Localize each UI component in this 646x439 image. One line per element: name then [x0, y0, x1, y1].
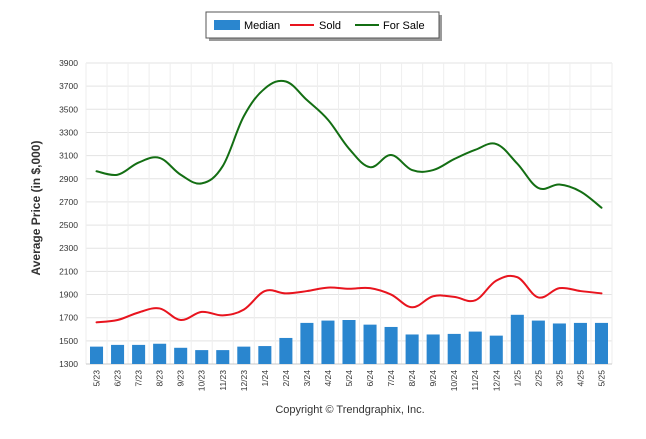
x-tick-label: 12/24	[491, 370, 501, 392]
median-bar	[594, 322, 609, 364]
median-bar	[321, 320, 335, 364]
x-tick-label: 1/25	[512, 370, 522, 387]
x-tick-label: 8/24	[407, 370, 417, 387]
x-tick-label: 4/24	[323, 370, 333, 387]
x-tick-label: 2/25	[533, 370, 543, 387]
x-tick-label: 12/23	[239, 370, 249, 392]
median-bar	[363, 324, 377, 364]
y-tick-label: 2900	[59, 174, 78, 184]
price-lines	[95, 79, 603, 324]
x-tick-label: 8/23	[155, 370, 165, 387]
legend-label-median: Median	[244, 20, 280, 32]
y-tick-label: 2700	[59, 197, 78, 207]
median-bar	[258, 346, 272, 364]
y-axis-label: Average Price (in $,000)	[29, 141, 43, 276]
x-tick-label: 1/24	[260, 370, 270, 387]
y-tick-label: 3700	[59, 81, 78, 91]
x-tick-label: 6/23	[113, 370, 123, 387]
series-line-sold	[95, 274, 603, 324]
y-tick-label: 2300	[59, 243, 78, 253]
x-tick-label: 9/23	[176, 370, 186, 387]
x-tick-label: 2/24	[281, 370, 291, 387]
median-bar	[447, 333, 461, 364]
x-tick-label: 10/24	[449, 370, 459, 392]
y-tick-label: 2500	[59, 220, 78, 230]
median-bar	[111, 344, 125, 364]
legend-item-median: Median	[214, 20, 280, 32]
x-tick-label: 4/25	[575, 370, 585, 387]
median-bars	[89, 314, 609, 364]
y-tick-label: 2100	[59, 266, 78, 276]
median-bar	[153, 343, 167, 364]
grid	[85, 62, 613, 365]
x-tick-label: 9/24	[428, 370, 438, 387]
x-tick-labels: 5/23 6/23 7/23 8/23 9/23 10/23 11/23 12/23 1/24 2…	[92, 370, 607, 392]
median-bar	[342, 320, 356, 364]
y-tick-label: 3100	[59, 151, 78, 161]
median-bar	[89, 346, 104, 364]
x-tick-label: 11/24	[470, 370, 480, 391]
median-bar	[489, 335, 503, 364]
y-tick-label: 1700	[59, 313, 78, 323]
x-tick-label: 6/24	[365, 370, 375, 387]
median-bar	[279, 337, 293, 364]
median-bar	[384, 326, 398, 364]
legend-swatch-median	[214, 20, 240, 30]
median-bar	[195, 350, 209, 364]
y-tick-label: 3500	[59, 104, 78, 114]
median-bar	[174, 347, 188, 364]
median-bar	[552, 323, 566, 364]
median-bar	[531, 320, 545, 364]
median-bar	[510, 314, 524, 364]
legend-item-sold: Sold	[290, 20, 341, 32]
y-tick-label: 1500	[59, 336, 78, 346]
y-tick-label: 3300	[59, 127, 78, 137]
median-bar	[405, 334, 419, 364]
x-tick-label: 10/23	[197, 370, 207, 392]
y-tick-label: 1300	[59, 359, 78, 369]
x-tick-label: 7/23	[134, 370, 144, 387]
median-bar	[300, 322, 314, 364]
legend-label-for-sale: For Sale	[383, 20, 425, 32]
x-tick-label: 3/24	[302, 370, 312, 387]
legend-item-for-sale: For Sale	[355, 20, 425, 32]
median-bar	[216, 350, 230, 364]
y-tick-label: 1900	[59, 290, 78, 300]
copyright-footer: Copyright © Trendgraphix, Inc.	[275, 404, 424, 416]
y-tick-labels: 1300 1500 1700 1900 2100 2300 2500 2700 2900 3100…	[59, 58, 78, 369]
median-bar	[426, 334, 440, 364]
legend: Median Sold For Sale	[205, 11, 442, 41]
legend-label-sold: Sold	[319, 20, 341, 32]
x-tick-label: 7/24	[386, 370, 396, 387]
x-tick-label: 5/25	[596, 370, 606, 387]
x-tick-label: 5/24	[344, 370, 354, 387]
median-bar	[132, 344, 146, 364]
y-tick-label: 3900	[59, 58, 78, 68]
median-bar	[468, 331, 482, 364]
median-bar	[237, 346, 251, 364]
x-tick-label: 3/25	[554, 370, 564, 387]
x-tick-label: 5/23	[92, 370, 102, 387]
median-bar	[573, 322, 587, 364]
x-tick-label: 11/23	[218, 370, 228, 391]
series-line-for-sale	[95, 79, 603, 209]
